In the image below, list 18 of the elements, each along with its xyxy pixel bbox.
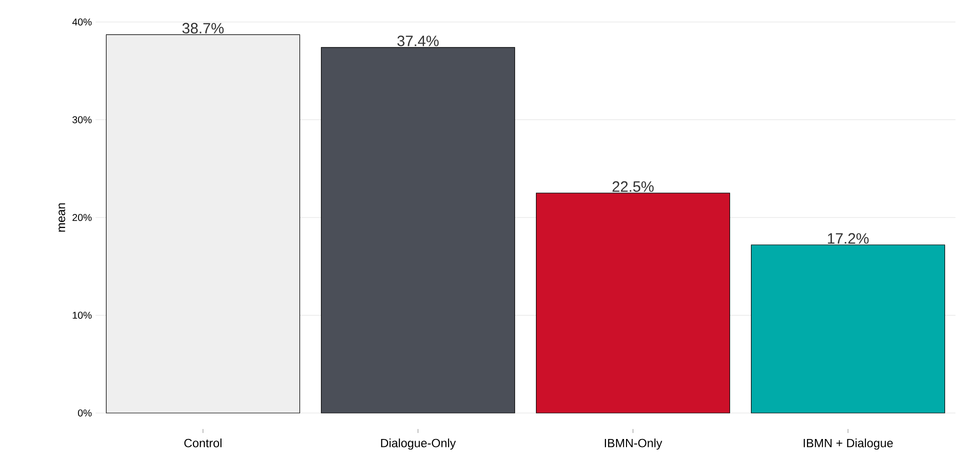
y-tick-label: 20% xyxy=(72,214,92,222)
data-label: 38.7% xyxy=(182,22,224,34)
x-tick-label: Dialogue-Only xyxy=(381,438,456,450)
data-label: 37.4% xyxy=(397,36,439,46)
y-tick-label: 30% xyxy=(72,116,92,124)
y-tick-label: 40% xyxy=(72,18,92,26)
data-label: 22.5% xyxy=(612,181,654,192)
x-tick-label: IBMN + Dialogue xyxy=(804,438,893,450)
x-tick-label: IBMN-Only xyxy=(604,438,662,450)
bar xyxy=(750,244,946,414)
data-label: 17.2% xyxy=(828,233,869,244)
x-tick-label: Control xyxy=(184,438,222,448)
bar xyxy=(536,192,730,414)
y-tick-label: 10% xyxy=(72,312,92,319)
bar xyxy=(320,47,516,414)
bar xyxy=(106,34,300,414)
y-tick-label: 0% xyxy=(78,409,92,417)
y-axis-title: mean xyxy=(58,203,66,232)
